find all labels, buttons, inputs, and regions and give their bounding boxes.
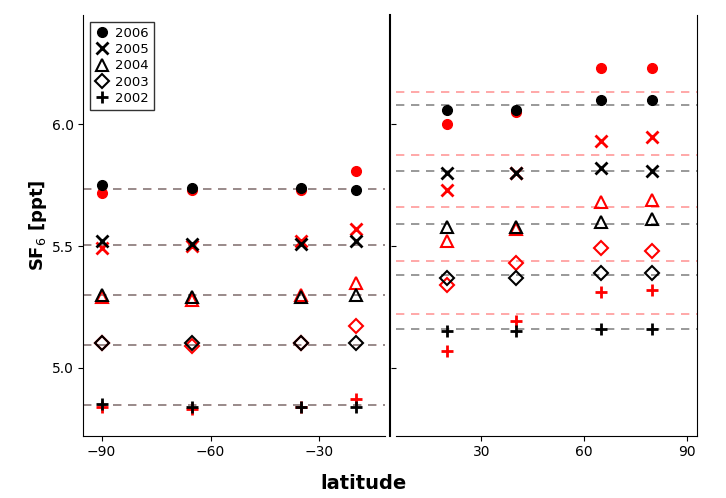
Text: latitude: latitude bbox=[320, 474, 406, 493]
Y-axis label: SF$_6$ [ppt]: SF$_6$ [ppt] bbox=[27, 180, 49, 271]
Legend: 2006, 2005, 2004, 2003, 2002: 2006, 2005, 2004, 2003, 2002 bbox=[90, 21, 154, 110]
